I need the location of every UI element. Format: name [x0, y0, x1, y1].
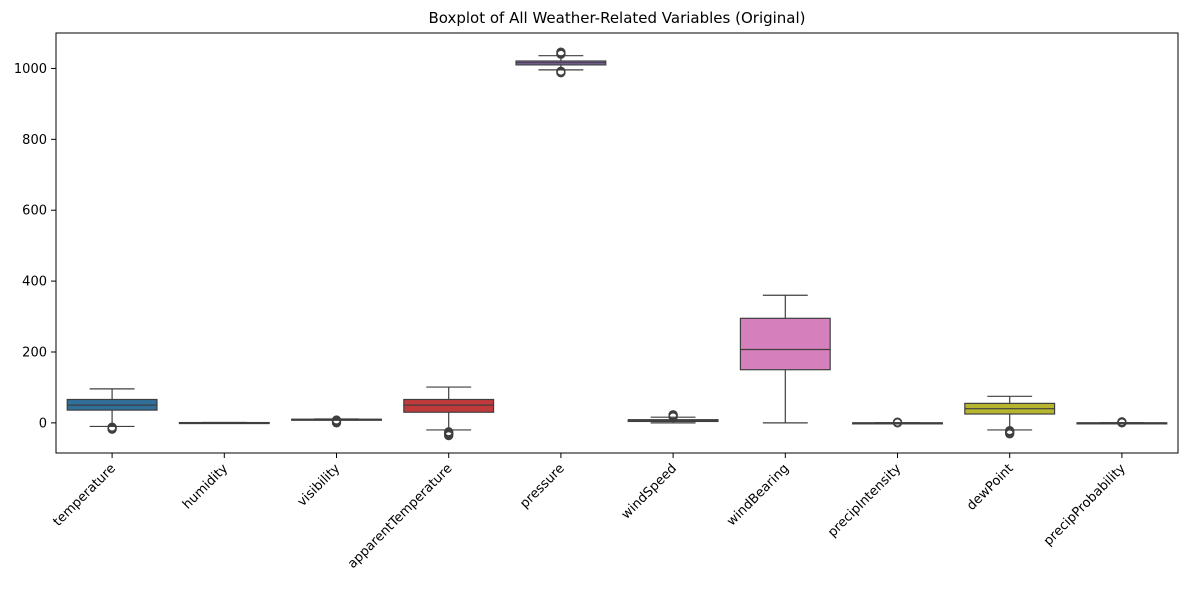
x-tick-label: humidity	[180, 461, 231, 512]
box-dewPoint	[964, 395, 1056, 439]
y-tick-label: 800	[22, 133, 47, 148]
outlier-point	[556, 66, 566, 76]
box-body	[739, 317, 831, 371]
x-tick-label: pressure	[517, 461, 567, 511]
outlier-point	[556, 47, 566, 57]
box-windSpeed	[627, 410, 719, 424]
x-tick-label: dewPoint	[964, 461, 1016, 513]
outlier-point	[444, 430, 454, 441]
box-temperature	[66, 388, 158, 434]
box-visibility	[291, 415, 382, 428]
y-tick-label: 0	[39, 416, 47, 431]
box-apparentTemperature	[403, 386, 495, 441]
x-tick-label: temperature	[51, 461, 119, 529]
x-tick-label: windBearing	[724, 461, 792, 529]
chart-title: Boxplot of All Weather-Related Variables…	[428, 9, 805, 27]
y-tick-label: 600	[22, 204, 47, 219]
axes-frame	[55, 32, 1179, 454]
box-precipProbability	[1076, 417, 1168, 428]
x-tick-label: windSpeed	[619, 461, 680, 522]
box-pressure	[515, 47, 607, 78]
box-precipIntensity	[852, 417, 943, 428]
outlier-point	[892, 417, 903, 427]
box-body	[403, 398, 495, 413]
x-tick-label: precipIntensity	[825, 461, 904, 540]
outlier-point	[331, 415, 342, 425]
x-tick-label: visibility	[295, 461, 344, 510]
box-windBearing	[739, 294, 831, 424]
plot-area: 0 200 400 600 800 1000 temperature humidity visi…	[14, 32, 1179, 572]
y-tick-label: 400	[22, 275, 47, 290]
outlier-point	[1005, 429, 1015, 439]
box-humidity	[178, 421, 270, 425]
y-tick-label: 200	[22, 345, 47, 360]
x-tick-label: apparentTemperature	[345, 461, 455, 571]
outlier-point	[107, 424, 117, 434]
outlier-point	[668, 410, 678, 420]
x-tick-label: precipProbability	[1041, 461, 1129, 549]
y-tick-label: 1000	[14, 62, 47, 77]
outlier-point	[1117, 417, 1127, 427]
